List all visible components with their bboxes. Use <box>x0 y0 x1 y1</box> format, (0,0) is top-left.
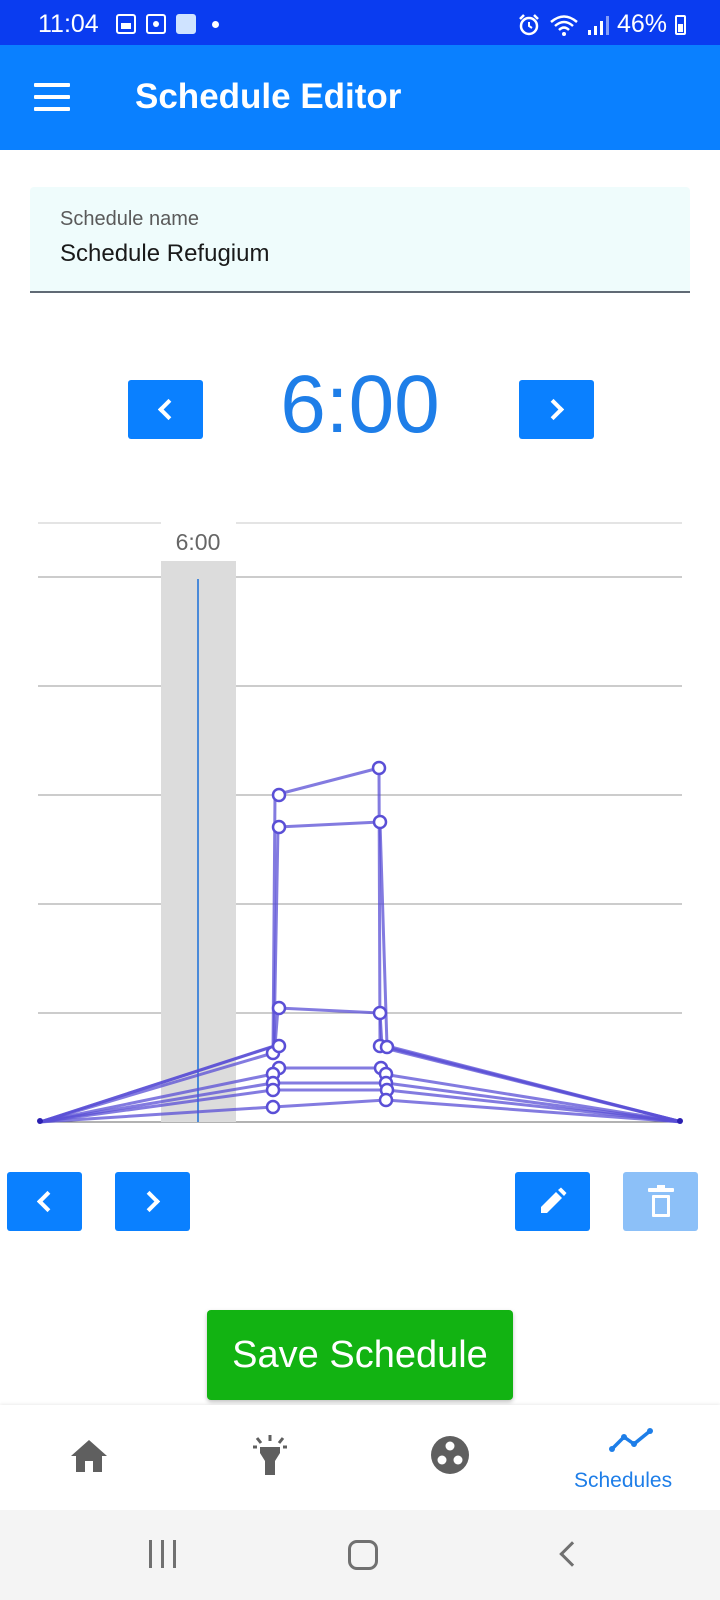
battery-percentage: 46% <box>616 10 667 38</box>
next-point-button[interactable] <box>115 1172 190 1231</box>
chart-gridlines <box>38 522 682 1123</box>
status-system-icons: 46% <box>517 10 686 39</box>
trash-icon <box>647 1184 674 1218</box>
schedule-chart[interactable]: 6:00 <box>0 500 720 1140</box>
signal-icon <box>587 15 609 35</box>
chevron-right-icon <box>542 398 565 421</box>
wifi-icon <box>550 14 578 36</box>
back-icon[interactable] <box>559 1541 585 1567</box>
delete-point-button[interactable] <box>623 1172 698 1231</box>
schedule-name-input[interactable]: Schedule Refugium <box>60 240 270 267</box>
nav-item-schedules[interactable]: Schedules <box>570 1405 690 1510</box>
bottom-navigation: Schedules <box>0 1405 720 1510</box>
previous-point-button[interactable] <box>7 1172 82 1231</box>
home-icon <box>71 1440 107 1472</box>
current-time-display: 6:00 <box>280 359 440 450</box>
battery-icon <box>675 14 686 35</box>
nav-label-schedules: Schedules <box>574 1469 673 1492</box>
system-home-icon[interactable] <box>348 1540 378 1570</box>
nav-item-channels[interactable] <box>400 1405 500 1510</box>
schedule-name-field[interactable]: Schedule name Schedule Refugium <box>30 187 690 293</box>
previous-time-button[interactable] <box>128 380 203 439</box>
app-bar: Schedule Editor <box>0 45 720 150</box>
edit-point-button[interactable] <box>515 1172 590 1231</box>
start-point[interactable] <box>37 1118 43 1124</box>
chevron-right-icon <box>138 1190 161 1213</box>
recents-icon[interactable] <box>149 1540 177 1568</box>
system-navigation-bar <box>0 1510 720 1600</box>
channel-series[interactable] <box>39 766 683 1124</box>
save-schedule-button[interactable]: Save Schedule <box>207 1310 513 1400</box>
notification-dot-icon <box>212 20 219 28</box>
screen-record-icon <box>146 14 166 34</box>
nav-item-home[interactable] <box>40 1405 140 1510</box>
end-point[interactable] <box>677 1118 683 1124</box>
light-icon <box>253 1435 287 1475</box>
nav-item-lights[interactable] <box>220 1405 320 1510</box>
gallery-icon <box>116 14 136 34</box>
hamburger-menu-icon[interactable] <box>34 83 70 111</box>
maps-icon <box>176 14 196 34</box>
channels-icon <box>431 1436 469 1474</box>
schedule-points[interactable] <box>265 760 395 1115</box>
time-cursor-label: 6:00 <box>176 529 221 555</box>
alarm-icon <box>519 13 539 35</box>
schedule-name-label: Schedule name <box>60 208 199 230</box>
status-notification-icons <box>116 14 219 34</box>
schedule-chart-icon <box>609 1428 653 1452</box>
chevron-left-icon <box>36 1190 59 1213</box>
next-time-button[interactable] <box>519 380 594 439</box>
status-time: 11:04 <box>38 10 99 38</box>
page-title: Schedule Editor <box>135 77 402 116</box>
chevron-left-icon <box>157 398 180 421</box>
pencil-icon <box>541 1187 567 1213</box>
status-bar: 11:04 46% <box>0 0 720 45</box>
